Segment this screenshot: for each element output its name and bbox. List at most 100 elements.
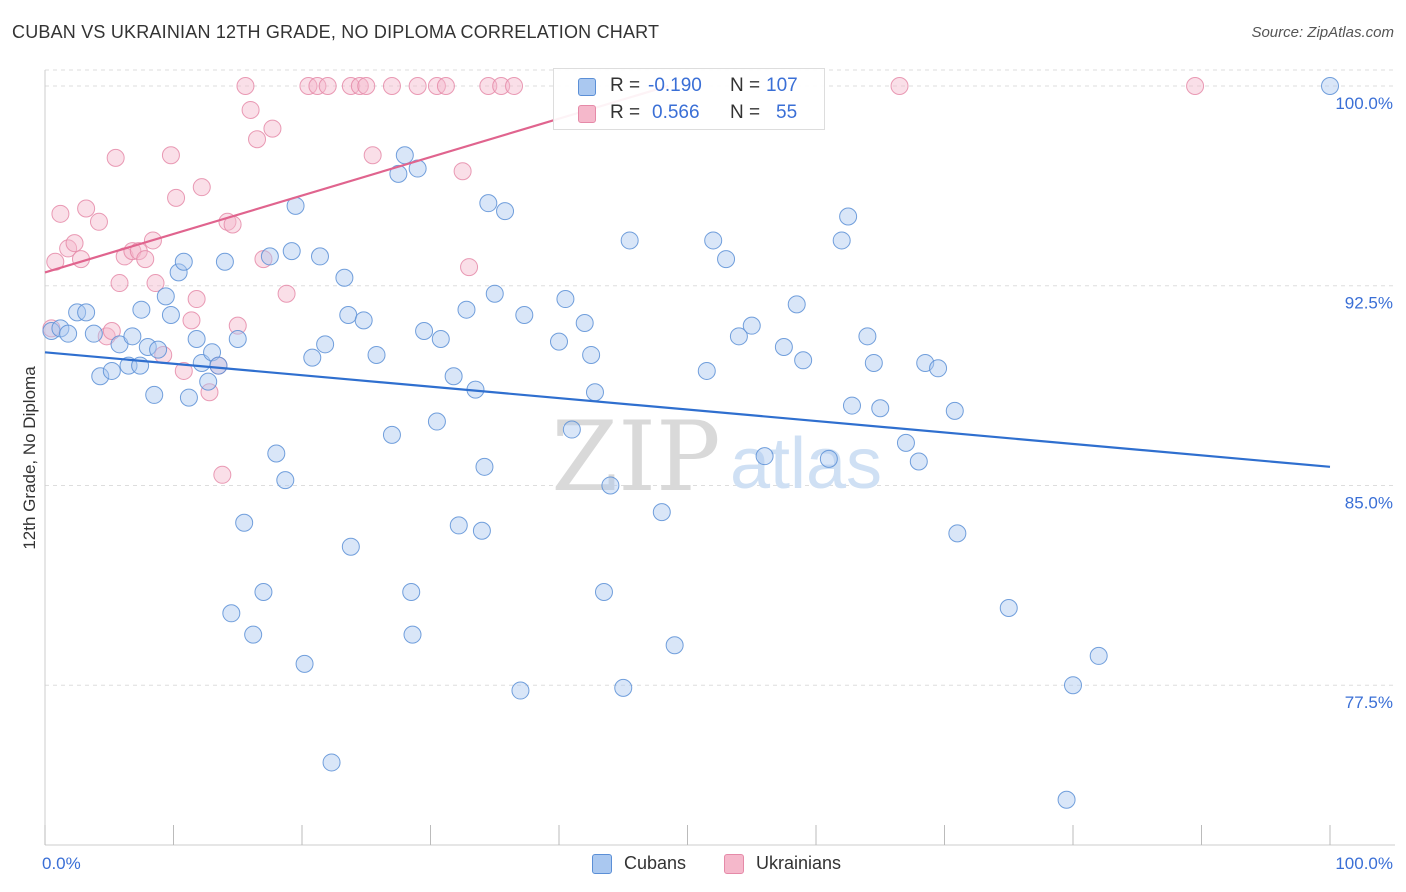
- cuban-point: [787, 295, 806, 314]
- grid-layer: [45, 69, 1395, 686]
- cuban-point: [485, 284, 504, 303]
- cuban-point: [449, 516, 468, 535]
- ukrainian-point: [436, 76, 455, 95]
- cuban-point: [235, 513, 254, 532]
- source-credit: Source: ZipAtlas.com: [1251, 24, 1394, 41]
- cuban-point: [550, 332, 568, 351]
- ukrainian-point: [492, 76, 511, 95]
- cuban-trend-line: [44, 351, 1331, 468]
- cuban-point: [594, 582, 613, 601]
- ukrainian-point: [106, 148, 125, 167]
- ukrainian-point: [357, 76, 376, 95]
- cuban-point: [704, 231, 723, 250]
- axis-layer: [44, 70, 1395, 846]
- legend-cubans-label: Cubans: [624, 853, 687, 873]
- cuban-point: [697, 361, 716, 380]
- ukrainian-point: [241, 100, 260, 119]
- ukrainian-point: [228, 316, 247, 335]
- cuban-n-label: N =: [730, 75, 761, 96]
- cuban-point: [909, 452, 928, 471]
- ukrainian-point: [236, 76, 255, 95]
- cuban-r-value: -0.190: [648, 75, 702, 96]
- cuban-point: [562, 420, 581, 439]
- cuban-point: [310, 247, 329, 266]
- cuban-point: [614, 678, 633, 697]
- cuban-point: [174, 252, 193, 271]
- cuban-point: [389, 164, 408, 183]
- cuban-point: [896, 433, 915, 452]
- cuban-point: [832, 231, 851, 250]
- ukrainian-point: [182, 311, 201, 330]
- cuban-point: [585, 383, 604, 402]
- cuban-point: [1057, 790, 1076, 809]
- cuban-point: [367, 345, 386, 364]
- ukrainian-point: [505, 76, 524, 95]
- cuban-point: [929, 359, 948, 378]
- cuban-point: [871, 399, 890, 418]
- cuban-point: [742, 316, 761, 335]
- cuban-point: [601, 476, 620, 495]
- cuban-point: [339, 306, 358, 325]
- ukrainian-point: [187, 290, 206, 309]
- cuban-point: [316, 335, 335, 354]
- ukrainian-point: [308, 76, 327, 95]
- cuban-point: [303, 348, 322, 367]
- cuban-point: [215, 252, 234, 271]
- cuban-point: [511, 681, 530, 700]
- cuban-point: [945, 401, 964, 420]
- ukrainian-point: [213, 465, 232, 484]
- cuban-point: [138, 337, 157, 356]
- x-tick-label-max: 100.0%: [1335, 854, 1393, 873]
- ukrainian-point: [890, 76, 909, 95]
- cuban-point: [431, 329, 450, 348]
- cuban-point: [161, 306, 180, 325]
- cuban-point: [59, 324, 78, 343]
- legend-cubans-swatch: [592, 854, 612, 874]
- ukr-swatch: [578, 105, 596, 123]
- cuban-point: [91, 367, 110, 386]
- cuban-point: [276, 471, 295, 490]
- cuban-point: [267, 444, 286, 463]
- cuban-point: [415, 321, 434, 340]
- cuban-point: [842, 396, 861, 415]
- cuban-point: [402, 582, 421, 601]
- cuban-point: [123, 327, 142, 346]
- cuban-point: [395, 146, 414, 165]
- cuban-point: [102, 361, 121, 380]
- cuban-point: [403, 625, 422, 644]
- cuban-point: [149, 340, 168, 359]
- ukrainian-point: [89, 212, 108, 231]
- cuban-point: [132, 300, 151, 319]
- cuban-point: [209, 356, 228, 375]
- ukrainian-point: [248, 130, 267, 149]
- cuban-n-value: 107: [766, 75, 798, 96]
- ukrainian-point: [102, 321, 121, 340]
- chart-title: CUBAN VS UKRAINIAN 12TH GRADE, NO DIPLOM…: [12, 22, 660, 42]
- cuban-point: [665, 636, 684, 655]
- y-tick-label: 100.0%: [1335, 94, 1393, 113]
- cuban-point: [244, 625, 263, 644]
- ukr-n-value: 55: [776, 102, 798, 123]
- ukrainian-point: [136, 250, 155, 269]
- cuban-point: [228, 329, 247, 348]
- cuban-point: [457, 300, 476, 319]
- cuban-point: [556, 290, 575, 309]
- cuban-point: [295, 654, 314, 673]
- cuban-point: [774, 337, 793, 356]
- ukr-r-label: R =: [610, 102, 641, 123]
- cuban-point: [199, 372, 218, 391]
- legend-ukrainians-label: Ukrainians: [756, 853, 842, 873]
- stats-legend: R = -0.190 N = 107 R = 0.566 N = 55: [553, 68, 825, 130]
- y-tick-label: 77.5%: [1345, 693, 1393, 712]
- y-tick-label: 92.5%: [1345, 294, 1393, 313]
- ukr-n-label: N =: [730, 102, 761, 123]
- cuban-point: [145, 385, 164, 404]
- cuban-point: [496, 202, 515, 221]
- cuban-point: [110, 335, 129, 354]
- cuban-point: [515, 306, 534, 325]
- ukrainian-point: [408, 76, 427, 95]
- cuban-point: [755, 447, 774, 466]
- cuban-point: [187, 329, 206, 348]
- cuban-point: [282, 242, 301, 261]
